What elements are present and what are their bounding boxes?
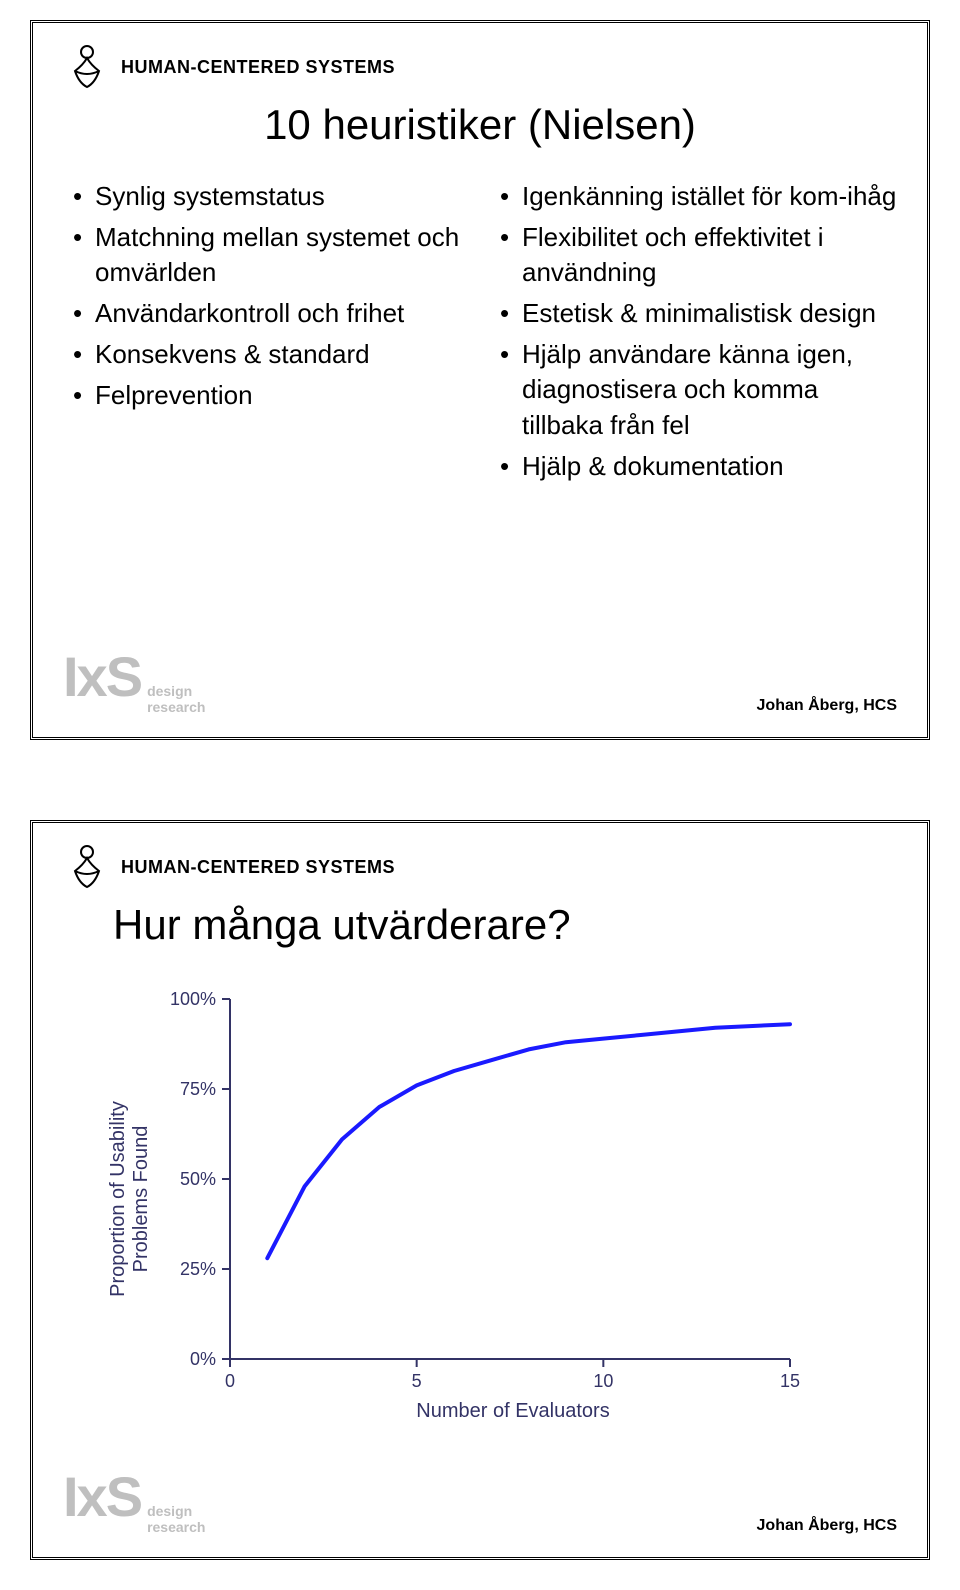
footer-left: IxS design research bbox=[63, 1475, 205, 1539]
slide1-title: 10 heuristiker (Nielsen) bbox=[63, 101, 897, 149]
slide1-right-list: Igenkänning istället för kom-ihåg Flexibi… bbox=[490, 179, 897, 484]
svg-text:10: 10 bbox=[593, 1371, 613, 1391]
list-item: Synlig systemstatus bbox=[73, 179, 470, 214]
chart-y-label: Proportion of Usability Problems Found bbox=[107, 1101, 153, 1297]
svg-text:100%: 100% bbox=[170, 989, 216, 1009]
list-item: Flexibilitet och effektivitet i användni… bbox=[500, 220, 897, 290]
list-item: Konsekvens & standard bbox=[73, 337, 470, 372]
list-item: Användarkontroll och frihet bbox=[73, 296, 470, 331]
chart-x-label: Number of Evaluators bbox=[416, 1400, 609, 1423]
svg-text:5: 5 bbox=[412, 1371, 422, 1391]
ixs-logo: IxS bbox=[63, 1475, 141, 1520]
list-item: Hjälp användare känna igen, diagnostiser… bbox=[500, 337, 897, 442]
footer-author: Johan Åberg, HCS bbox=[757, 1517, 897, 1535]
footer-author: Johan Åberg, HCS bbox=[757, 697, 897, 715]
svg-text:0%: 0% bbox=[190, 1349, 216, 1369]
list-item: Igenkänning istället för kom-ihåg bbox=[500, 179, 897, 214]
ixs-logo: IxS bbox=[63, 655, 141, 700]
slide2-title: Hur många utvärderare? bbox=[113, 901, 897, 949]
slide1-col-right: Igenkänning istället för kom-ihåg Flexibi… bbox=[490, 179, 897, 490]
header-label: HUMAN-CENTERED SYSTEMS bbox=[121, 57, 395, 78]
list-item: Matchning mellan systemet och omvärlden bbox=[73, 220, 470, 290]
svg-text:50%: 50% bbox=[180, 1169, 216, 1189]
ixs-sub: design research bbox=[147, 684, 205, 719]
slide-header: HUMAN-CENTERED SYSTEMS bbox=[63, 43, 897, 91]
ixs-sub1: design bbox=[147, 684, 205, 699]
svg-text:0: 0 bbox=[225, 1371, 235, 1391]
slide-2: HUMAN-CENTERED SYSTEMS Hur många utvärde… bbox=[30, 820, 930, 1560]
list-item: Hjälp & dokumentation bbox=[500, 449, 897, 484]
footer-left: IxS design research bbox=[63, 655, 205, 719]
svg-text:75%: 75% bbox=[180, 1079, 216, 1099]
slide1-columns: Synlig systemstatus Matchning mellan syst… bbox=[63, 179, 897, 490]
evaluators-chart: Proportion of Usability Problems Found 0… bbox=[150, 979, 810, 1419]
slide1-left-list: Synlig systemstatus Matchning mellan syst… bbox=[63, 179, 470, 414]
list-item: Estetisk & minimalistisk design bbox=[500, 296, 897, 331]
ixs-sub: design research bbox=[147, 1504, 205, 1539]
list-item: Felprevention bbox=[73, 378, 470, 413]
svg-text:15: 15 bbox=[780, 1371, 800, 1391]
ixs-sub2: research bbox=[147, 1520, 205, 1535]
slide-header: HUMAN-CENTERED SYSTEMS bbox=[63, 843, 897, 891]
slide-1: HUMAN-CENTERED SYSTEMS 10 heuristiker (N… bbox=[30, 20, 930, 740]
ixs-sub2: research bbox=[147, 700, 205, 715]
hcs-logo-icon bbox=[63, 43, 111, 91]
svg-text:25%: 25% bbox=[180, 1259, 216, 1279]
chart-svg: 0% 25% 50% 75% 100% 0 5 10 15 bbox=[150, 979, 810, 1419]
slide1-col-left: Synlig systemstatus Matchning mellan syst… bbox=[63, 179, 470, 490]
ixs-sub1: design bbox=[147, 1504, 205, 1519]
header-label: HUMAN-CENTERED SYSTEMS bbox=[121, 857, 395, 878]
hcs-logo-icon bbox=[63, 843, 111, 891]
